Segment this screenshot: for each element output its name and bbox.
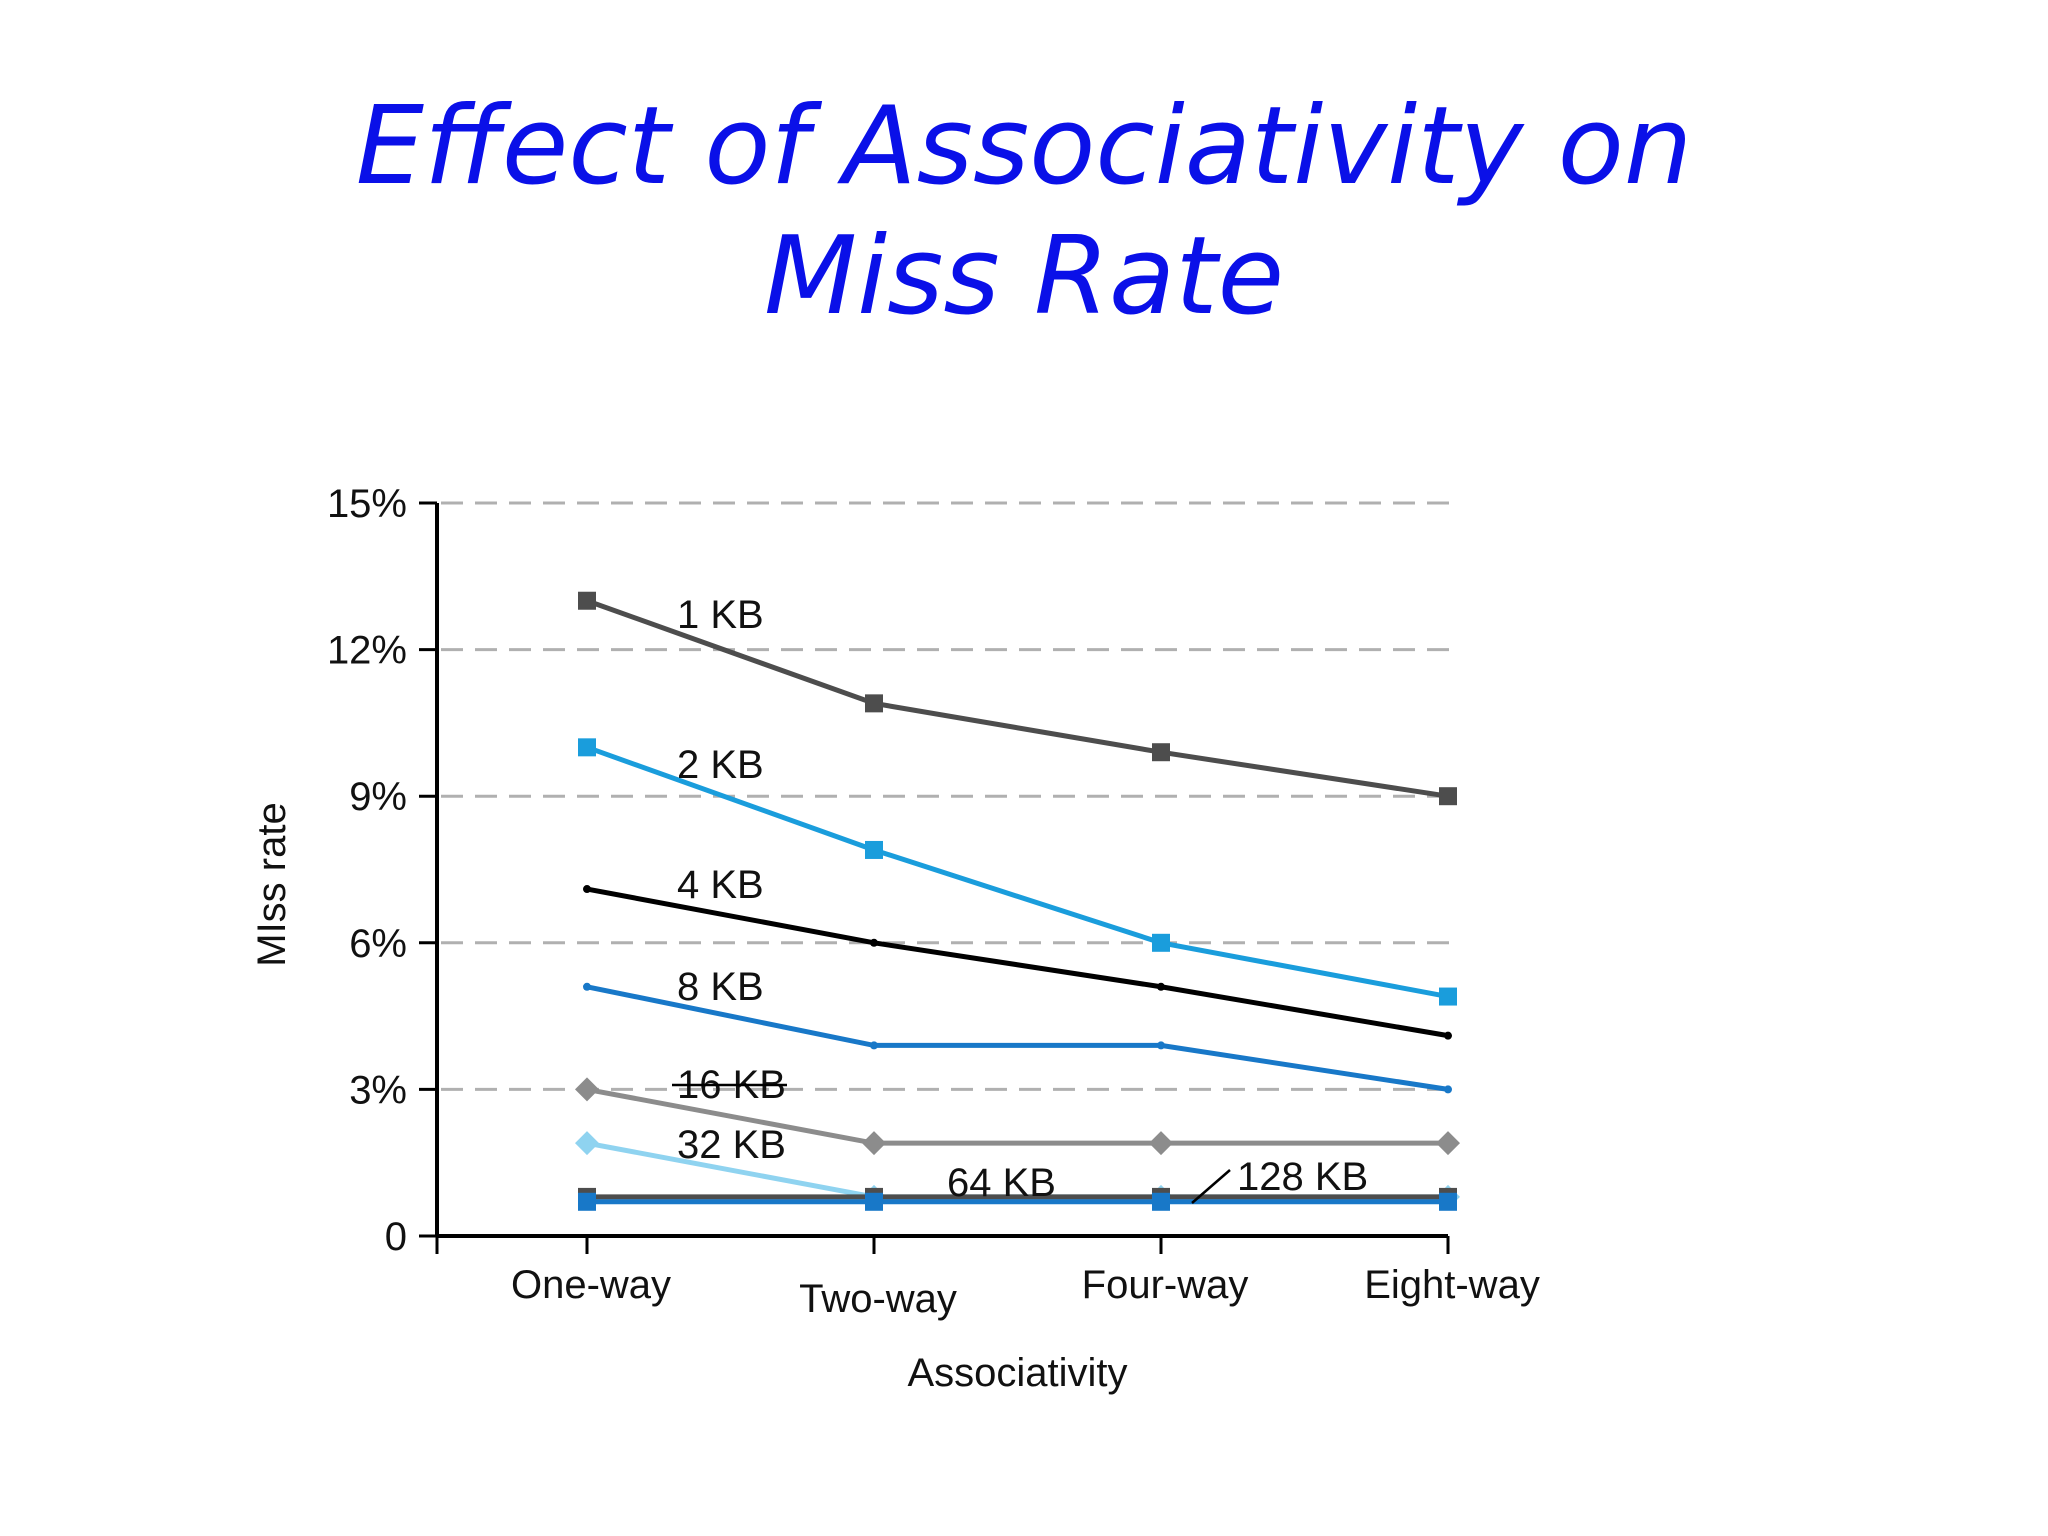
series-label: 8 KB bbox=[677, 965, 764, 1009]
data-point bbox=[1436, 1131, 1460, 1156]
data-point bbox=[1157, 982, 1165, 991]
data-point bbox=[1439, 1192, 1457, 1211]
series-line bbox=[586, 984, 1449, 1092]
data-point bbox=[865, 694, 883, 713]
y-tick-label: 6% bbox=[349, 922, 407, 966]
data-point bbox=[575, 1077, 599, 1102]
x-tick-label: Four-way bbox=[1082, 1263, 1249, 1307]
data-point bbox=[865, 840, 883, 859]
y-axis-title: MIss rate bbox=[250, 802, 294, 966]
data-point bbox=[1439, 787, 1457, 806]
y-tick-label: 12% bbox=[327, 629, 407, 673]
data-point bbox=[1444, 1085, 1452, 1094]
y-tick-label: 9% bbox=[349, 775, 407, 819]
data-point bbox=[575, 1131, 599, 1156]
data-point bbox=[870, 938, 878, 947]
data-point bbox=[1149, 1131, 1173, 1156]
slide-title: Effect of Associativity on Miss Rate bbox=[0, 82, 2048, 342]
x-tick-label: Two-way bbox=[799, 1277, 957, 1321]
data-point bbox=[583, 982, 591, 991]
axes: 0 3% 6% 9% 12% 15% One-way Two-way Four-way Eight… bbox=[327, 482, 1540, 1321]
data-point bbox=[1157, 1041, 1165, 1050]
data-point bbox=[578, 1192, 596, 1211]
series-label: 64 KB bbox=[947, 1161, 1056, 1205]
series-line bbox=[586, 886, 1449, 1039]
data-point bbox=[1439, 987, 1457, 1006]
label-leader-128kb bbox=[1191, 1169, 1231, 1204]
series-line bbox=[586, 1086, 1448, 1146]
y-tick-label: 15% bbox=[327, 482, 407, 526]
data-point bbox=[1152, 933, 1170, 952]
series-label: 2 KB bbox=[677, 743, 764, 787]
series-label: 32 KB bbox=[677, 1123, 786, 1167]
data-point bbox=[1152, 743, 1170, 762]
series-label: 4 KB bbox=[677, 863, 764, 907]
x-axis-title: Associativity bbox=[907, 1351, 1127, 1395]
y-tick-label: 3% bbox=[349, 1068, 407, 1112]
data-point bbox=[578, 738, 596, 757]
x-tick-label: Eight-way bbox=[1364, 1263, 1540, 1307]
slide-title-line2: Miss Rate bbox=[763, 214, 1285, 339]
data-point bbox=[870, 1041, 878, 1050]
slide-title-line1: Effect of Associativity on bbox=[355, 84, 1693, 209]
data-point bbox=[1444, 1031, 1452, 1040]
series-label: 128 KB bbox=[1237, 1155, 1368, 1199]
series-line bbox=[586, 744, 1449, 1000]
series-line bbox=[586, 598, 1449, 799]
data-point bbox=[862, 1131, 886, 1156]
series-lines bbox=[575, 591, 1460, 1211]
grid bbox=[441, 501, 1452, 1091]
series-label: 1 KB bbox=[677, 593, 764, 637]
data-point bbox=[578, 591, 596, 610]
data-point bbox=[1152, 1192, 1170, 1211]
x-tick-label: One-way bbox=[511, 1263, 671, 1307]
data-point bbox=[865, 1192, 883, 1211]
data-point bbox=[583, 885, 591, 894]
y-tick-label: 0 bbox=[385, 1215, 407, 1259]
